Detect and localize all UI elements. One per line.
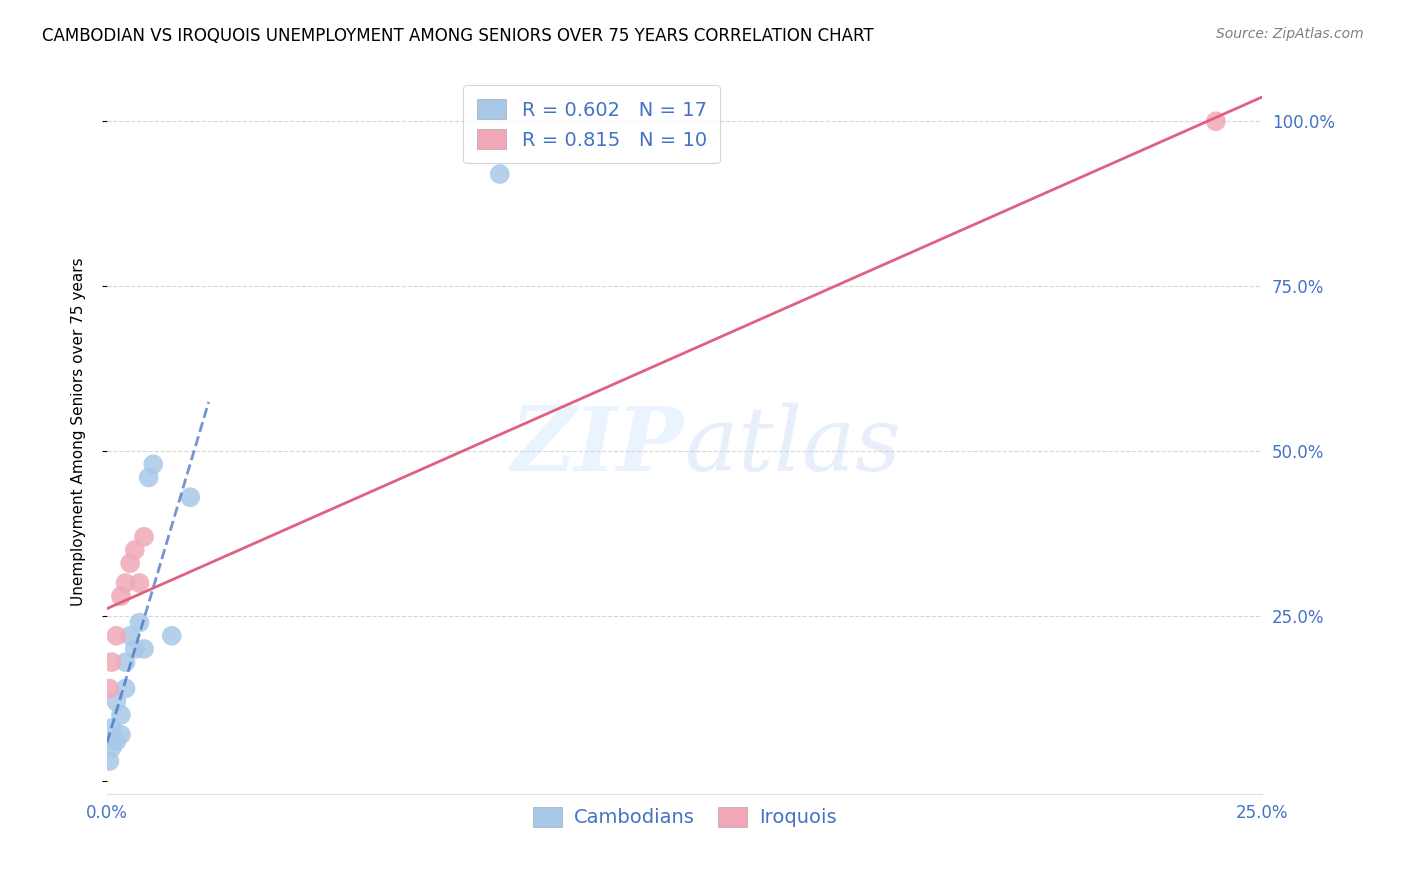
Point: [114, 681, 136, 696]
Point: [124, 543, 146, 558]
Text: atlas: atlas: [685, 402, 900, 489]
Point: [105, 629, 128, 643]
Point: [100, 721, 122, 735]
Point: [124, 642, 146, 657]
Point: [100, 655, 122, 669]
Point: [132, 642, 155, 657]
Point: [110, 589, 132, 603]
Point: [179, 490, 201, 504]
Y-axis label: Unemployment Among Seniors over 75 years: Unemployment Among Seniors over 75 years: [72, 257, 86, 606]
Legend: Cambodians, Iroquois: Cambodians, Iroquois: [524, 799, 844, 835]
Point: [128, 576, 150, 591]
Point: [110, 707, 132, 722]
Point: [1205, 114, 1227, 128]
Point: [114, 576, 136, 591]
Point: [114, 655, 136, 669]
Point: [138, 470, 160, 484]
Point: [120, 629, 142, 643]
Point: [100, 740, 122, 755]
Point: [142, 457, 165, 471]
Point: [105, 734, 128, 748]
Point: [98, 681, 121, 696]
Point: [132, 530, 155, 544]
Text: CAMBODIAN VS IROQUOIS UNEMPLOYMENT AMONG SENIORS OVER 75 YEARS CORRELATION CHART: CAMBODIAN VS IROQUOIS UNEMPLOYMENT AMONG…: [42, 27, 873, 45]
Text: Source: ZipAtlas.com: Source: ZipAtlas.com: [1216, 27, 1364, 41]
Point: [110, 728, 132, 742]
Point: [160, 629, 183, 643]
Point: [120, 556, 142, 570]
Text: ZIP: ZIP: [512, 402, 685, 489]
Point: [488, 167, 510, 181]
Point: [98, 754, 121, 768]
Point: [105, 695, 128, 709]
Point: [128, 615, 150, 630]
